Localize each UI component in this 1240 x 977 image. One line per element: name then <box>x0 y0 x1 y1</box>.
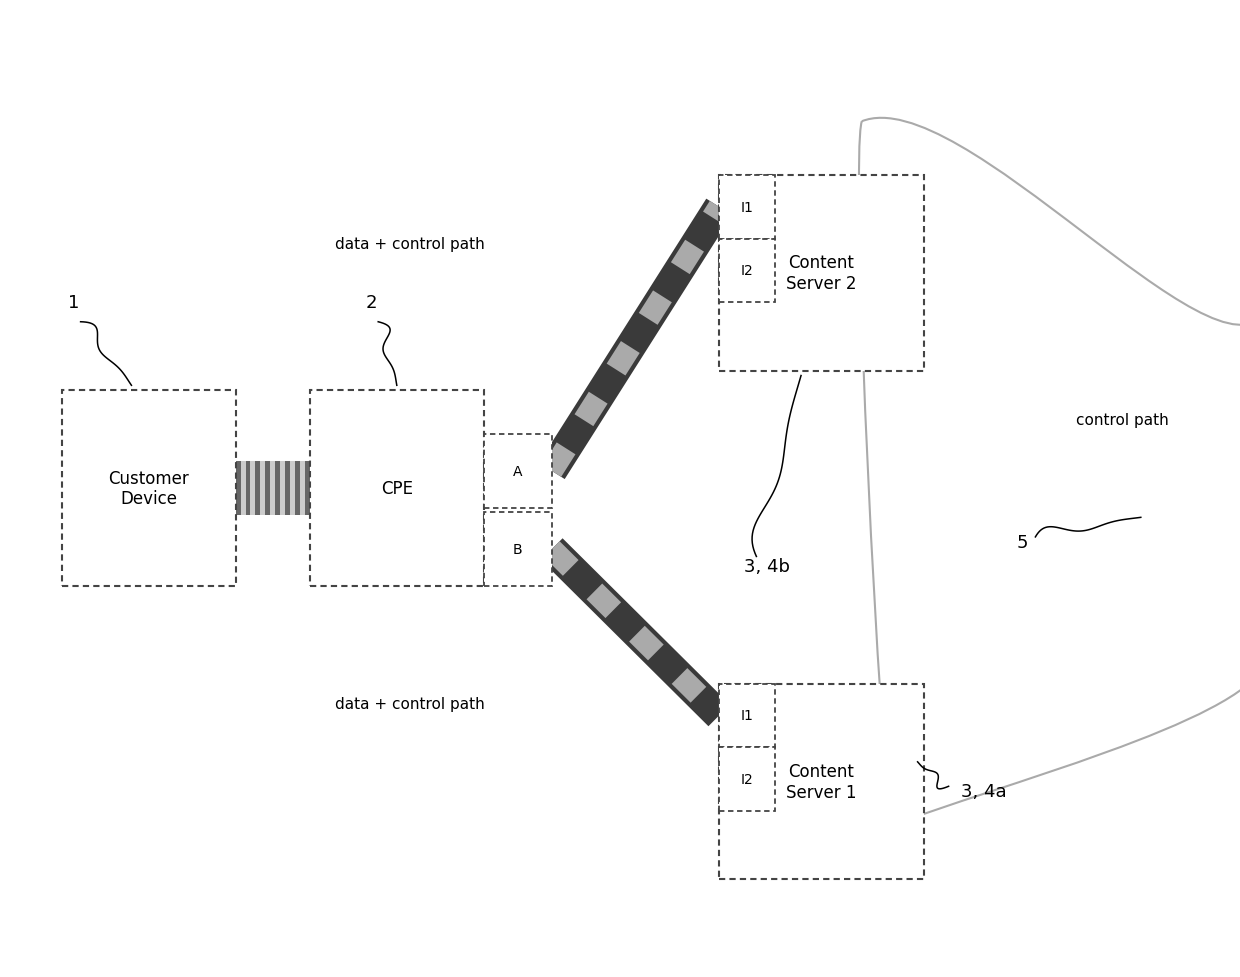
Text: data + control path: data + control path <box>335 237 485 252</box>
Bar <box>280 462 285 516</box>
Bar <box>310 391 484 586</box>
Text: Customer
Device: Customer Device <box>108 469 190 508</box>
Text: 3, 4b: 3, 4b <box>744 558 790 575</box>
Text: data + control path: data + control path <box>335 697 485 711</box>
Text: I2: I2 <box>740 264 754 278</box>
Bar <box>484 513 552 586</box>
Bar <box>241 462 246 516</box>
Bar <box>484 435 552 508</box>
Text: I1: I1 <box>740 708 754 723</box>
Bar <box>719 684 775 747</box>
Text: 3, 4a: 3, 4a <box>961 783 1007 800</box>
Bar <box>719 176 924 371</box>
Bar <box>236 462 310 516</box>
Bar <box>300 462 305 516</box>
Text: 5: 5 <box>1017 533 1028 551</box>
Bar <box>719 176 775 239</box>
Text: Content
Server 2: Content Server 2 <box>786 254 857 293</box>
Bar <box>250 462 255 516</box>
Bar <box>260 462 265 516</box>
Text: B: B <box>513 542 522 557</box>
Text: 2: 2 <box>366 294 377 312</box>
Bar <box>62 391 236 586</box>
Text: Content
Server 1: Content Server 1 <box>786 762 857 801</box>
Bar <box>270 462 275 516</box>
Bar <box>719 239 775 303</box>
Text: 1: 1 <box>68 294 79 312</box>
Text: I1: I1 <box>740 200 754 215</box>
Text: I2: I2 <box>740 772 754 786</box>
Bar <box>719 747 775 811</box>
Bar <box>719 684 924 879</box>
Text: A: A <box>513 464 522 479</box>
Text: CPE: CPE <box>381 480 413 497</box>
Text: control path: control path <box>1076 413 1168 428</box>
Bar <box>290 462 295 516</box>
